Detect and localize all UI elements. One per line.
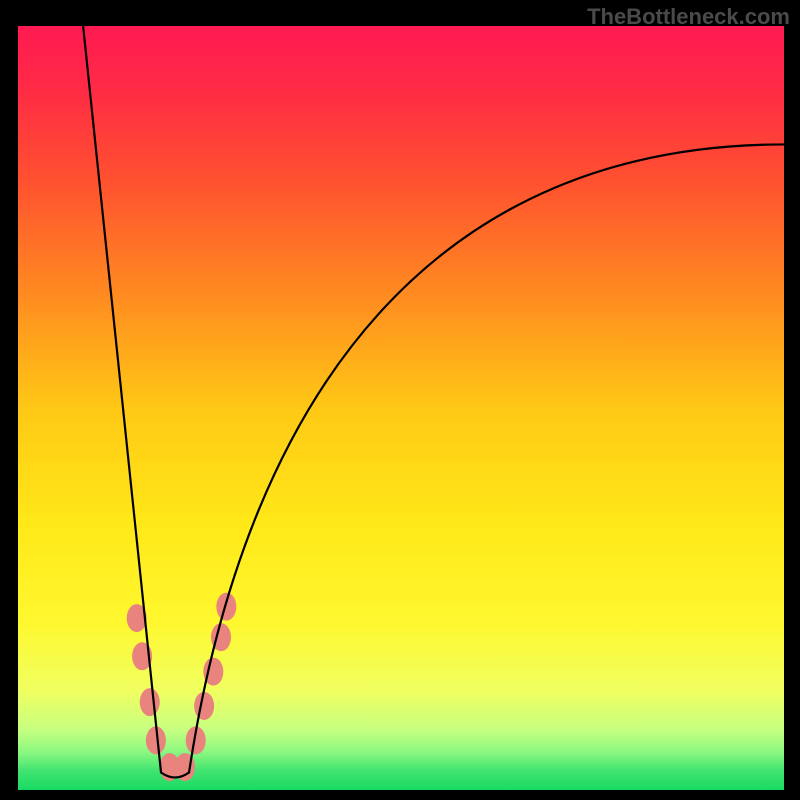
marker-dot <box>140 688 160 716</box>
watermark: TheBottleneck.com <box>587 4 790 30</box>
marker-dot <box>194 692 214 720</box>
bottleneck-curve <box>83 26 784 778</box>
frame <box>0 0 800 800</box>
marker-dot <box>216 593 236 621</box>
chart-svg <box>0 0 800 800</box>
chart-root: TheBottleneck.com <box>0 0 800 800</box>
